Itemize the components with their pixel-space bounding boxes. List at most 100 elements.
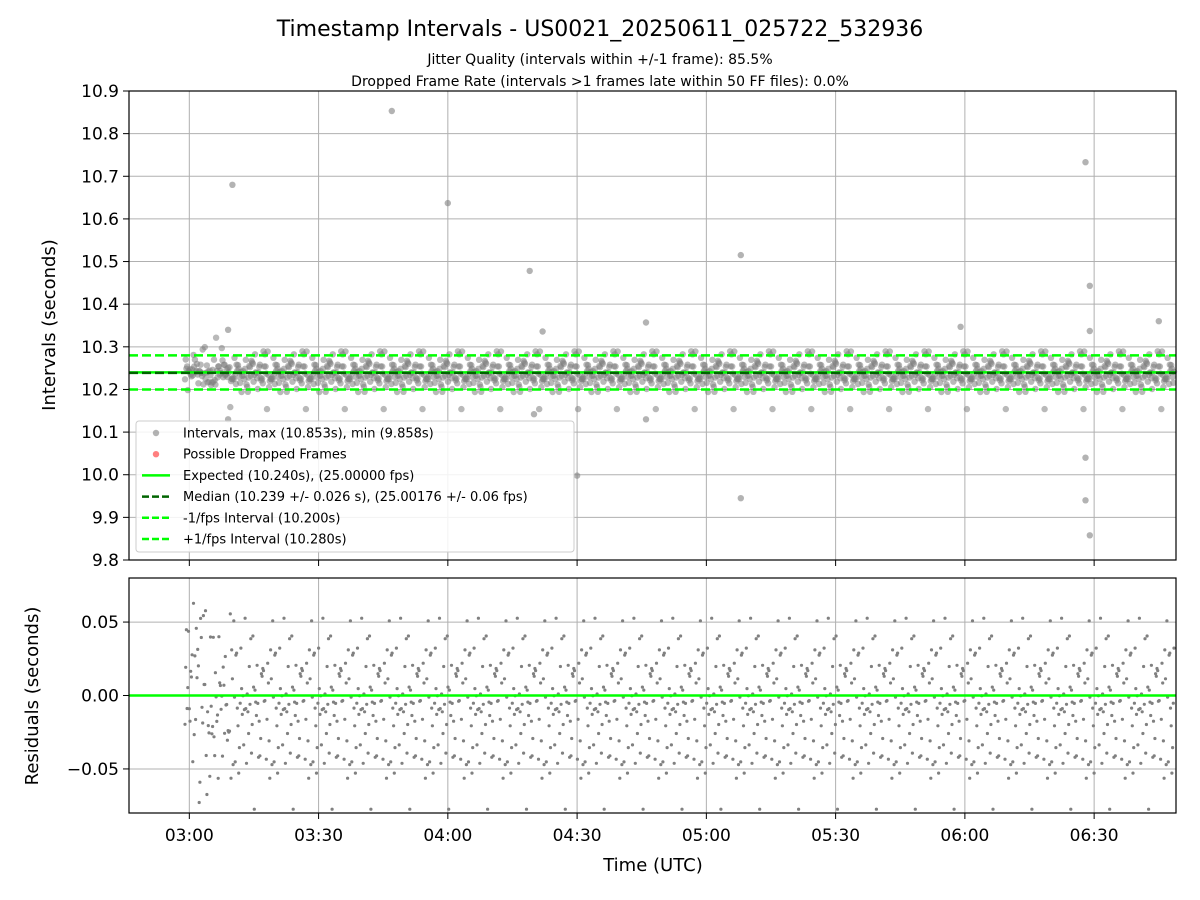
interval-point (553, 356, 561, 363)
residual-point (1029, 685, 1033, 689)
residual-point (683, 663, 687, 667)
residual-point (630, 743, 635, 747)
residual-point (792, 702, 797, 706)
residual-point (493, 672, 497, 676)
residual-point (946, 710, 950, 714)
residual-point (782, 746, 786, 750)
residual-point (818, 706, 823, 710)
residual-point (368, 685, 372, 689)
legend-entry: Intervals, max (10.853s), min (9.858s) (183, 427, 434, 442)
interval-point (690, 363, 697, 370)
residual-point (544, 760, 548, 764)
residual-point (543, 619, 547, 623)
residual-point (1134, 687, 1138, 691)
interval-point (959, 380, 966, 387)
interval-point (1156, 363, 1164, 370)
residual-point (985, 710, 989, 714)
residual-point (562, 634, 566, 638)
residual-point (796, 685, 800, 689)
residual-point (581, 763, 585, 767)
interval-point (599, 360, 606, 367)
interval-point (570, 380, 577, 387)
residual-point (871, 637, 875, 641)
residual-point (693, 661, 698, 665)
residual-point (336, 754, 340, 758)
residual-point (579, 776, 583, 780)
residual-point (465, 619, 469, 623)
residual-point (441, 731, 445, 736)
residual-point (881, 736, 885, 741)
residual-point (1014, 724, 1018, 728)
residual-point (355, 701, 359, 705)
interval-point (492, 380, 500, 387)
interval-point (686, 375, 693, 382)
interval-point (730, 405, 737, 413)
interval-outlier-point (444, 199, 451, 207)
residual-point (938, 701, 942, 705)
residual-point (312, 651, 316, 655)
residual-point (431, 771, 435, 775)
residual-point (466, 760, 471, 764)
residual-point (907, 710, 911, 714)
residual-point (596, 710, 600, 714)
residual-point (855, 760, 859, 764)
residual-point (408, 807, 412, 811)
residual-point (194, 626, 198, 630)
residual-point (946, 731, 951, 736)
residual-point (305, 681, 309, 685)
residual-point (338, 674, 342, 678)
interval-point (1131, 379, 1138, 386)
residual-point (260, 674, 264, 678)
residual-point (671, 616, 675, 620)
interval-point (237, 379, 244, 386)
residual-point (601, 685, 606, 689)
residual-point (1170, 771, 1174, 775)
residual-point (715, 637, 719, 641)
interval-point (463, 375, 471, 383)
residual-point (829, 710, 833, 714)
residual-point (503, 763, 507, 767)
residual-point (252, 685, 256, 689)
interval-point (1001, 363, 1008, 370)
residual-point (1047, 677, 1051, 681)
residual-point (556, 761, 560, 765)
residual-point (343, 717, 347, 721)
y-tick-label: 10.7 (81, 167, 119, 187)
residual-point (378, 669, 382, 673)
residual-point (646, 719, 650, 723)
residual-point (331, 688, 335, 692)
residual-point (317, 646, 321, 650)
residual-point (498, 757, 502, 761)
residual-point (490, 719, 495, 723)
residual-point (347, 677, 351, 681)
residual-point (1165, 619, 1169, 623)
interval-point (262, 363, 269, 370)
residual-point (1150, 701, 1154, 706)
residual-point (600, 722, 604, 727)
residual-point (1026, 702, 1030, 706)
residual-point (609, 672, 613, 676)
residual-point (843, 674, 847, 678)
residual-point (1149, 663, 1153, 667)
interval-point (1003, 348, 1010, 355)
residual-point (921, 674, 925, 678)
residual-point (430, 724, 434, 728)
residual-point (903, 743, 907, 747)
residual-point (288, 751, 292, 755)
residual-point (500, 681, 504, 685)
interval-point (923, 363, 930, 370)
residual-point (472, 646, 476, 650)
residual-point (1169, 724, 1173, 728)
residual-point (1025, 664, 1029, 669)
interval-point (398, 356, 405, 363)
residual-point (970, 619, 975, 623)
residual-point (814, 677, 818, 681)
residual-point (588, 701, 592, 705)
residual-point (371, 713, 375, 718)
residual-point (1021, 707, 1025, 711)
residual-point (321, 616, 325, 620)
residual-point (968, 648, 973, 652)
residual-point (576, 717, 580, 721)
residual-point (816, 760, 821, 764)
residual-point (974, 706, 978, 710)
